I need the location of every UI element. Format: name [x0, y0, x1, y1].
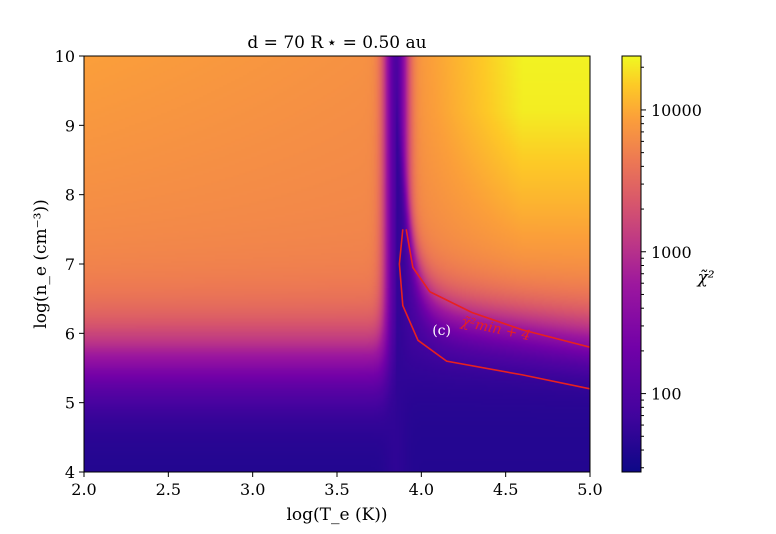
colorbar-ticks: 100 1000 10000 — [641, 66, 702, 469]
y-tick-label: 6 — [65, 324, 75, 343]
y-tick-label: 5 — [65, 394, 75, 413]
x-tick-label: 4.5 — [493, 480, 518, 499]
contour-line-lower — [398, 229, 590, 390]
y-axis: 4 5 6 7 8 9 10 — [55, 47, 84, 482]
contour-line-upper — [405, 229, 590, 348]
heatmap — [84, 56, 590, 472]
y-tick-label: 8 — [65, 186, 75, 205]
y-tick-label: 9 — [65, 116, 75, 135]
x-tick-label: 2.0 — [71, 480, 96, 499]
colorbar-tick-label: 10000 — [651, 101, 702, 120]
x-tick-label: 2.5 — [156, 480, 181, 499]
colorbar-tick-label: 1000 — [651, 243, 692, 262]
heatmap-image — [84, 56, 590, 472]
x-axis-label: log(T_e (K)) — [286, 505, 387, 525]
x-tick-label: 3.0 — [240, 480, 265, 499]
y-tick-label: 7 — [65, 255, 75, 274]
x-tick-label: 3.5 — [324, 480, 349, 499]
colorbar-tick-label: 100 — [651, 385, 682, 404]
y-tick-label: 10 — [55, 47, 75, 66]
colorbar-label: χ̃² — [696, 268, 714, 288]
chart-title: d = 70 R ⋆ = 0.50 au — [247, 33, 426, 53]
x-tick-label: 5.0 — [577, 480, 602, 499]
y-axis-label: log(n_e (cm⁻³)) — [31, 199, 51, 328]
y-tick-label: 4 — [65, 463, 75, 482]
x-tick-label: 4.0 — [409, 480, 434, 499]
colorbar — [621, 55, 642, 473]
annotation-c: (c) — [432, 323, 451, 339]
x-axis: 2.0 2.5 3.0 3.5 4.0 4.5 5.0 — [71, 472, 603, 499]
